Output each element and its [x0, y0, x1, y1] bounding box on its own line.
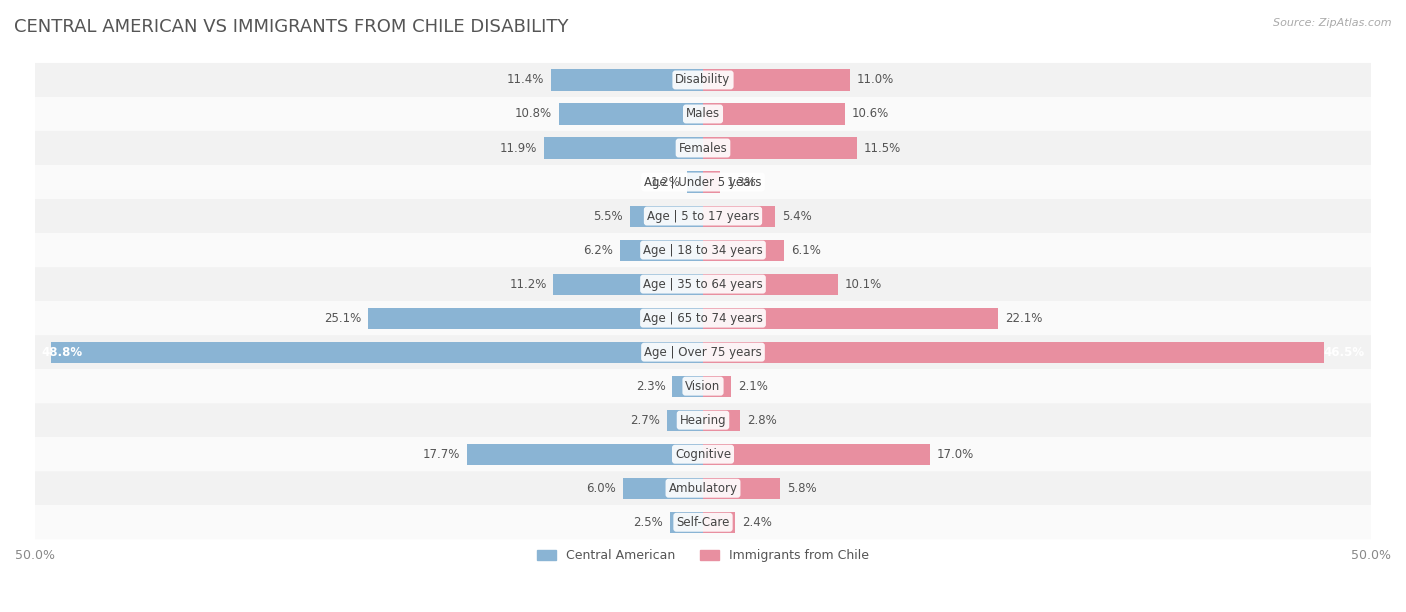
Text: 10.1%: 10.1%: [845, 278, 882, 291]
Bar: [688, 171, 703, 193]
Text: 5.8%: 5.8%: [787, 482, 817, 494]
Text: 6.1%: 6.1%: [792, 244, 821, 256]
Text: 17.0%: 17.0%: [936, 448, 974, 461]
Bar: [703, 409, 741, 431]
Text: 11.2%: 11.2%: [509, 278, 547, 291]
Text: 1.3%: 1.3%: [727, 176, 756, 188]
Text: Cognitive: Cognitive: [675, 448, 731, 461]
FancyBboxPatch shape: [35, 335, 1371, 369]
Text: Ambulatory: Ambulatory: [668, 482, 738, 494]
Bar: [703, 444, 931, 465]
Text: 46.5%: 46.5%: [1323, 346, 1364, 359]
Text: 2.4%: 2.4%: [742, 516, 772, 529]
Bar: [672, 376, 703, 397]
Text: Age | Over 75 years: Age | Over 75 years: [644, 346, 762, 359]
Text: 11.9%: 11.9%: [501, 141, 537, 154]
Bar: [367, 308, 703, 329]
Text: 10.6%: 10.6%: [851, 108, 889, 121]
Bar: [703, 308, 998, 329]
Text: 10.8%: 10.8%: [515, 108, 553, 121]
Text: Source: ZipAtlas.com: Source: ZipAtlas.com: [1274, 18, 1392, 28]
FancyBboxPatch shape: [35, 369, 1371, 403]
Text: 25.1%: 25.1%: [323, 312, 361, 324]
Bar: [703, 69, 851, 91]
Bar: [703, 341, 1324, 363]
Bar: [703, 239, 785, 261]
Bar: [630, 206, 703, 226]
Bar: [620, 239, 703, 261]
FancyBboxPatch shape: [35, 131, 1371, 165]
Text: 22.1%: 22.1%: [1005, 312, 1042, 324]
Text: 11.5%: 11.5%: [863, 141, 901, 154]
FancyBboxPatch shape: [35, 403, 1371, 437]
Text: 2.7%: 2.7%: [630, 414, 661, 427]
Text: 2.3%: 2.3%: [636, 379, 665, 393]
Bar: [703, 274, 838, 294]
Text: Age | 65 to 74 years: Age | 65 to 74 years: [643, 312, 763, 324]
Text: Age | 5 to 17 years: Age | 5 to 17 years: [647, 209, 759, 223]
Text: 6.2%: 6.2%: [583, 244, 613, 256]
Bar: [623, 478, 703, 499]
Bar: [703, 103, 845, 124]
FancyBboxPatch shape: [35, 233, 1371, 267]
Bar: [703, 376, 731, 397]
Text: 2.1%: 2.1%: [738, 379, 768, 393]
FancyBboxPatch shape: [35, 471, 1371, 506]
Bar: [669, 512, 703, 533]
Bar: [703, 478, 780, 499]
Text: 2.8%: 2.8%: [747, 414, 778, 427]
Text: 11.4%: 11.4%: [506, 73, 544, 86]
Text: Self-Care: Self-Care: [676, 516, 730, 529]
Text: Age | Under 5 years: Age | Under 5 years: [644, 176, 762, 188]
FancyBboxPatch shape: [35, 437, 1371, 471]
FancyBboxPatch shape: [35, 199, 1371, 233]
Legend: Central American, Immigrants from Chile: Central American, Immigrants from Chile: [531, 544, 875, 567]
Bar: [51, 341, 703, 363]
Text: Hearing: Hearing: [679, 414, 727, 427]
Bar: [551, 69, 703, 91]
Text: 5.5%: 5.5%: [593, 209, 623, 223]
Text: 1.2%: 1.2%: [651, 176, 681, 188]
FancyBboxPatch shape: [35, 165, 1371, 199]
Bar: [558, 103, 703, 124]
Bar: [703, 138, 856, 159]
FancyBboxPatch shape: [35, 63, 1371, 97]
Text: 6.0%: 6.0%: [586, 482, 616, 494]
Text: 11.0%: 11.0%: [856, 73, 894, 86]
Text: 2.5%: 2.5%: [633, 516, 662, 529]
Bar: [703, 171, 720, 193]
Text: 5.4%: 5.4%: [782, 209, 811, 223]
Text: Females: Females: [679, 141, 727, 154]
FancyBboxPatch shape: [35, 267, 1371, 301]
Text: 17.7%: 17.7%: [422, 448, 460, 461]
Text: Males: Males: [686, 108, 720, 121]
Text: Vision: Vision: [685, 379, 721, 393]
Bar: [666, 409, 703, 431]
Bar: [467, 444, 703, 465]
Text: Age | 35 to 64 years: Age | 35 to 64 years: [643, 278, 763, 291]
Text: Disability: Disability: [675, 73, 731, 86]
FancyBboxPatch shape: [35, 97, 1371, 131]
Text: CENTRAL AMERICAN VS IMMIGRANTS FROM CHILE DISABILITY: CENTRAL AMERICAN VS IMMIGRANTS FROM CHIL…: [14, 18, 568, 36]
Bar: [554, 274, 703, 294]
Text: Age | 18 to 34 years: Age | 18 to 34 years: [643, 244, 763, 256]
Bar: [703, 206, 775, 226]
Bar: [544, 138, 703, 159]
FancyBboxPatch shape: [35, 301, 1371, 335]
Bar: [703, 512, 735, 533]
Text: 48.8%: 48.8%: [42, 346, 83, 359]
FancyBboxPatch shape: [35, 506, 1371, 539]
